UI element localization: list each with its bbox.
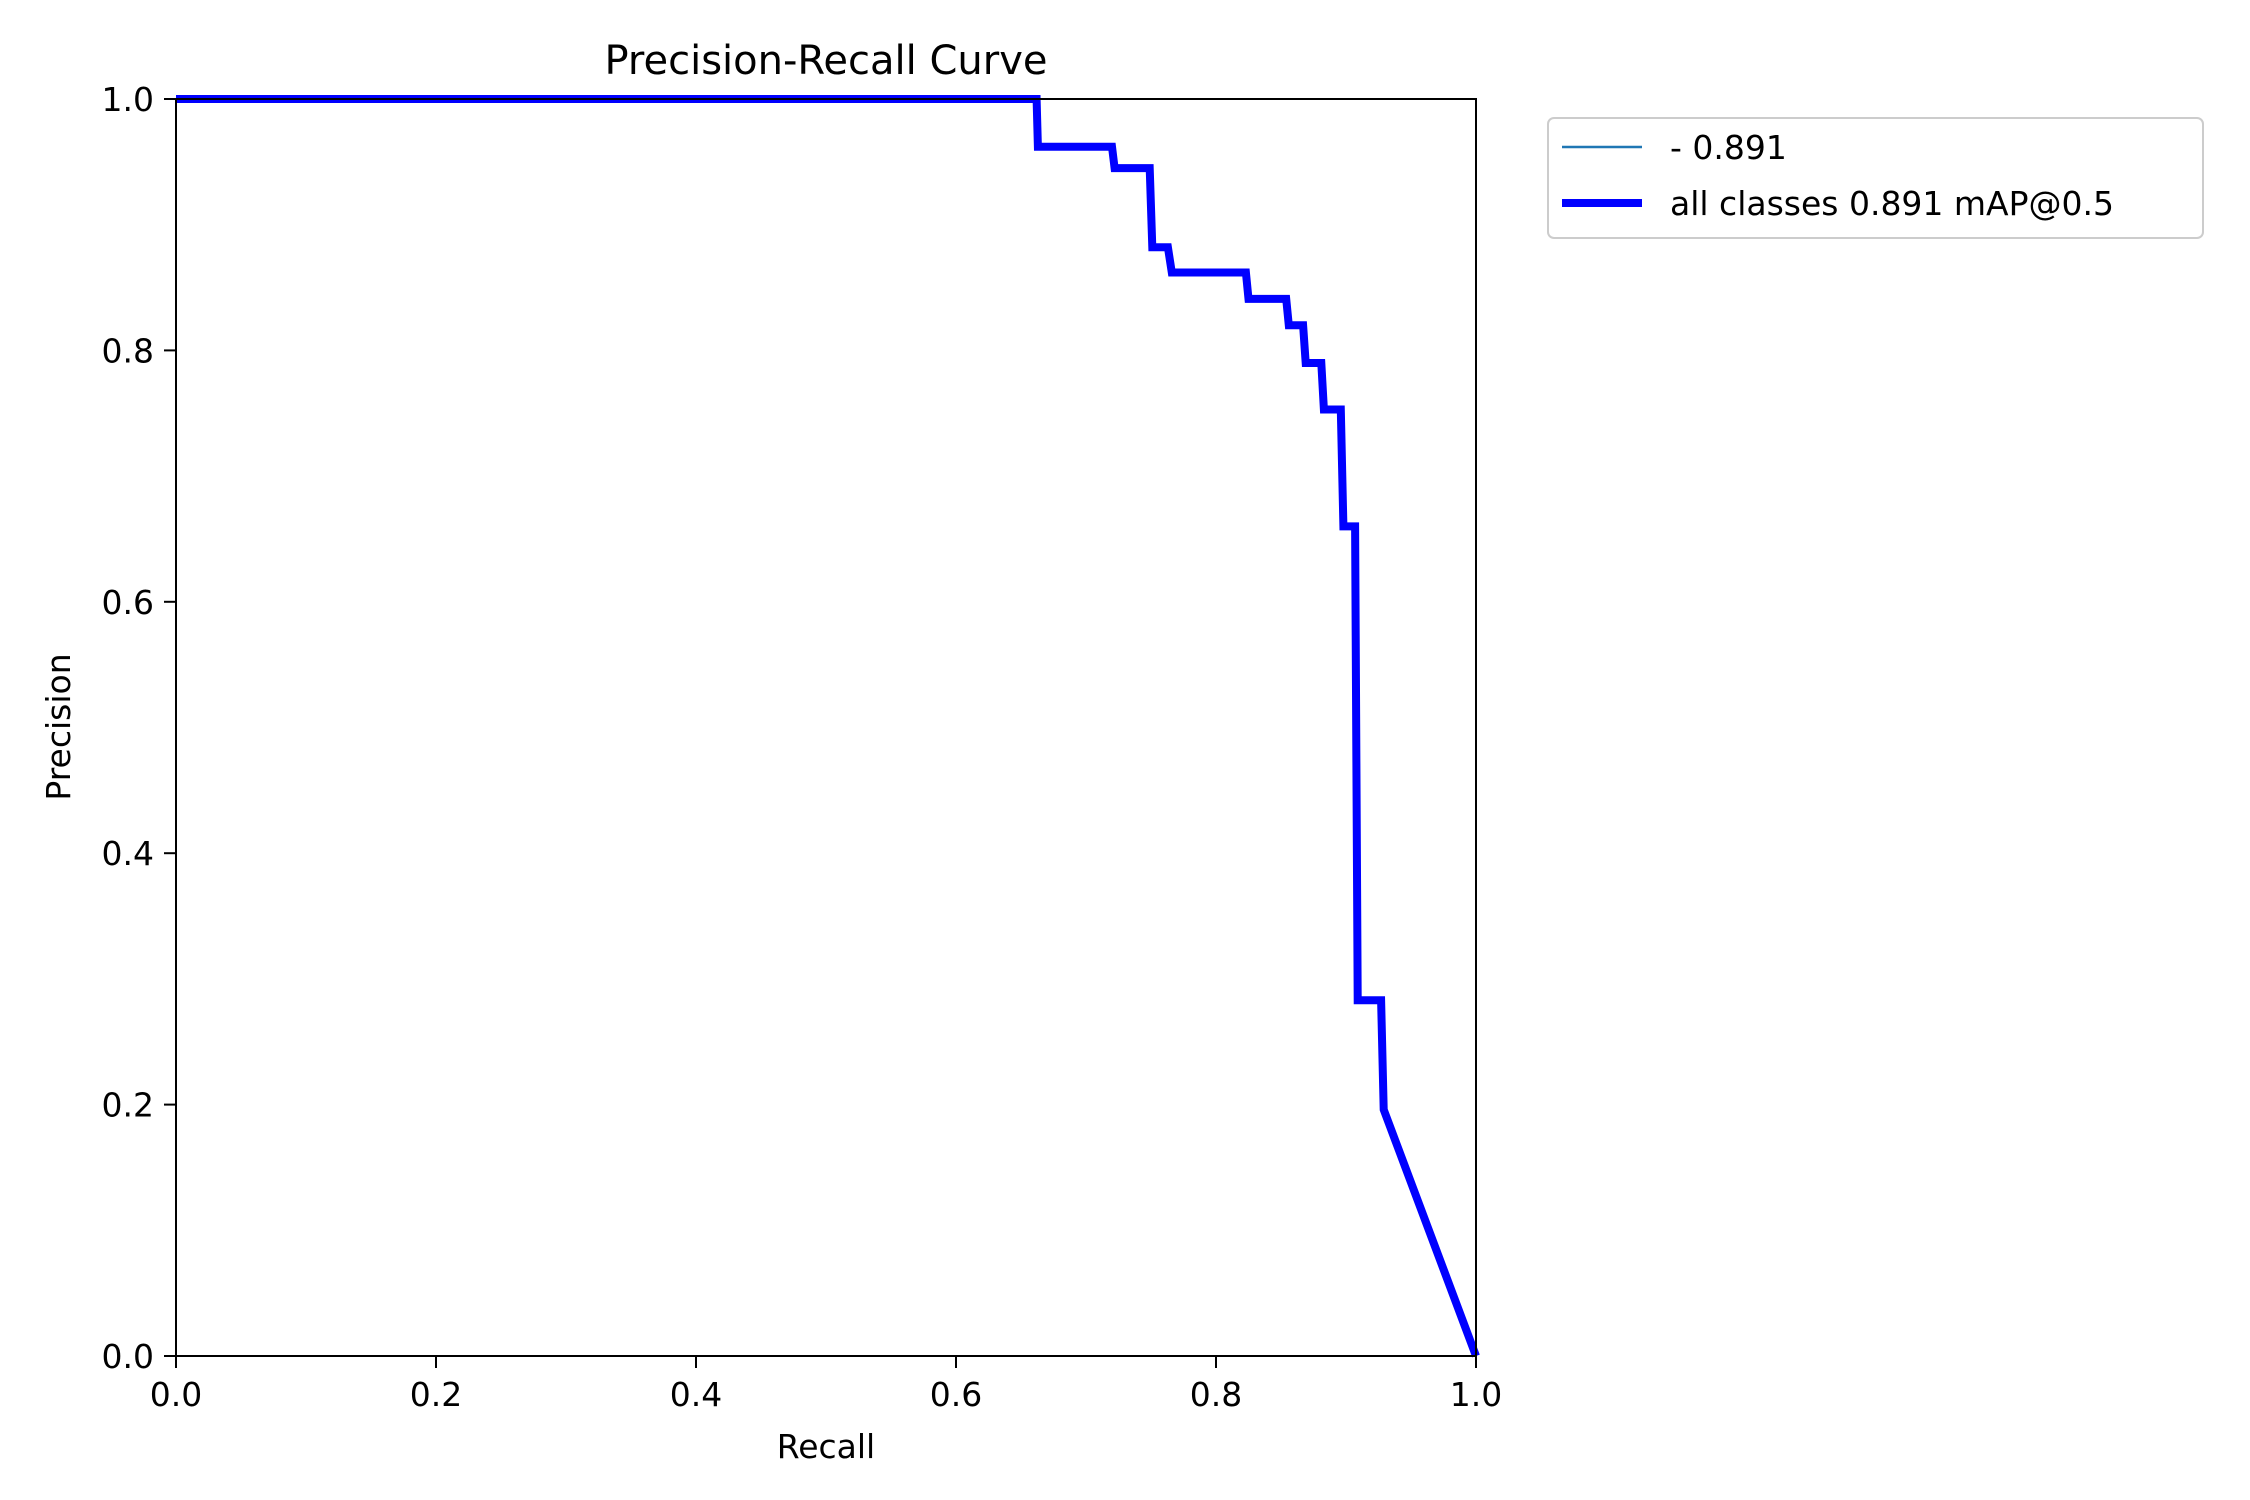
y-tick-label: 0.4 <box>102 834 154 873</box>
plot-frame <box>175 98 1477 1357</box>
x-tick-label: 0.6 <box>930 1375 982 1414</box>
y-axis: 0.0 0.2 0.4 0.6 0.8 1.0 <box>102 80 176 1376</box>
series-line-all-classes <box>176 95 1480 1358</box>
x-axis: 0.0 0.2 0.4 0.6 0.8 1.0 <box>150 1356 1502 1414</box>
x-tick-label: 1.0 <box>1450 1375 1502 1414</box>
x-axis-label: Recall <box>777 1427 875 1466</box>
x-tick-label: 0.2 <box>410 1375 462 1414</box>
y-tick-label: 0.0 <box>102 1337 154 1376</box>
plot-area <box>175 95 1480 1358</box>
legend-label-all-classes: all classes 0.891 mAP@0.5 <box>1670 184 2114 223</box>
chart-title: Precision-Recall Curve <box>605 38 1048 84</box>
x-tick-label: 0.0 <box>150 1375 202 1414</box>
y-tick-label: 0.2 <box>102 1086 154 1125</box>
legend-box <box>1547 117 2204 239</box>
legend-label-series-1: - 0.891 <box>1670 128 1787 167</box>
x-tick-label: 0.8 <box>1190 1375 1242 1414</box>
x-tick-label: 0.4 <box>670 1375 722 1414</box>
y-tick-label: 1.0 <box>102 80 154 119</box>
y-axis-label: Precision <box>39 653 78 800</box>
y-tick-label: 0.8 <box>102 331 154 370</box>
legend: - 0.891 all classes 0.891 mAP@0.5 <box>1547 117 2204 239</box>
y-tick-label: 0.6 <box>102 583 154 622</box>
